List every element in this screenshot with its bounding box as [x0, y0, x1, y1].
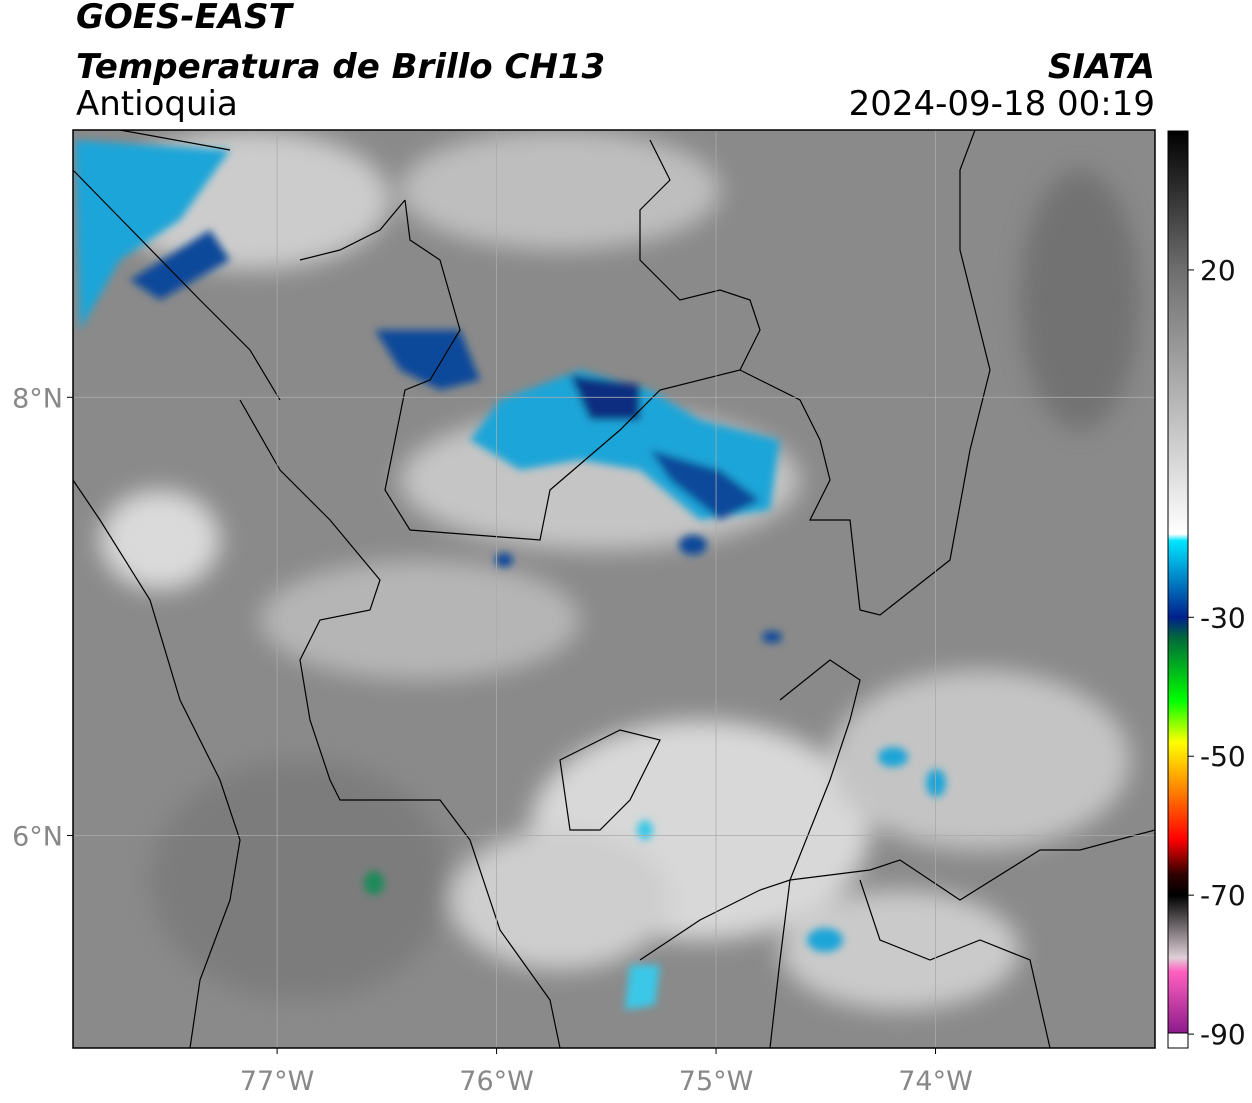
x-tick-label: 77°W [240, 1066, 315, 1097]
title: GOES-EAST [76, 0, 295, 37]
satellite-image [73, 130, 1155, 1048]
x-tick-label: 76°W [459, 1066, 534, 1097]
colorbar-tick-label: -90 [1200, 1018, 1246, 1051]
x-tick-label: 75°W [679, 1066, 754, 1097]
source: SIATA [1048, 47, 1155, 87]
borders [73, 130, 1155, 1048]
grid [73, 130, 1155, 1048]
colorbar-tick-label: -50 [1200, 740, 1246, 773]
colorbar-extend [1167, 1032, 1189, 1049]
colorbar-tick-label: -70 [1200, 879, 1246, 912]
colorbar-tick-label: -30 [1200, 601, 1246, 634]
y-tick-label: 6°N [12, 821, 63, 852]
colorbar [1167, 130, 1189, 1049]
x-tick-label: 74°W [898, 1066, 973, 1097]
subtitle: Temperatura de Brillo CH13 [76, 47, 605, 87]
region: Antioquia [76, 84, 238, 124]
map-frame [72, 129, 1156, 1049]
y-tick-label: 8°N [12, 383, 63, 414]
datetime: 2024-09-18 00:19 [849, 84, 1155, 124]
colorbar-tick-label: 20 [1200, 254, 1236, 287]
